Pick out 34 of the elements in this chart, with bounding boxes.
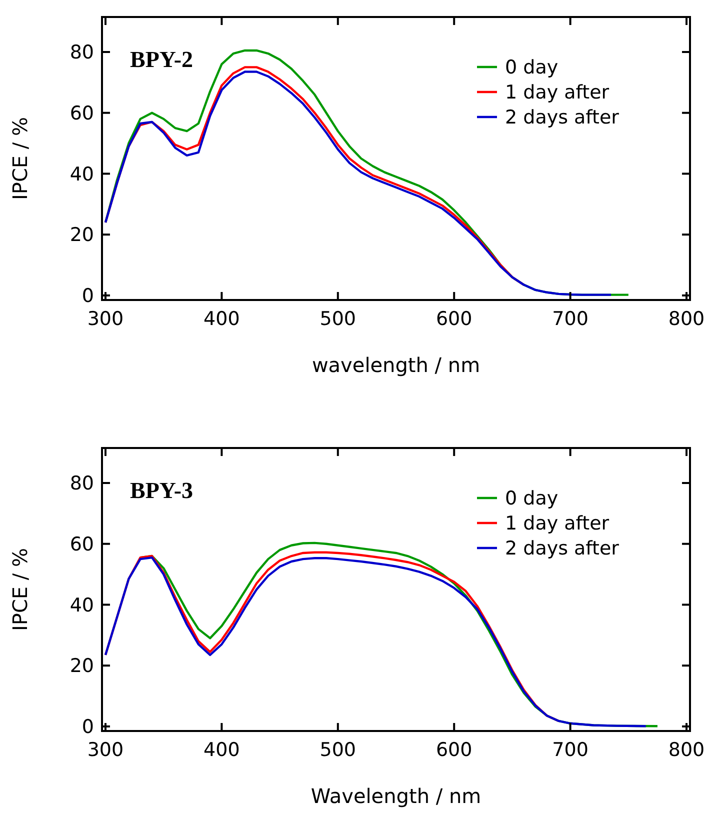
x-tick-label: 500 — [320, 739, 356, 761]
legend-label: 0 day — [505, 488, 558, 510]
x-tick-label: 700 — [552, 739, 588, 761]
legend-label: 2 days after — [505, 106, 620, 129]
y-tick-label: 20 — [70, 655, 94, 678]
y-tick-label: 0 — [82, 285, 94, 308]
x-axis-title: Wavelength / nm — [310, 784, 482, 808]
legend-label: 1 day after — [505, 82, 610, 104]
y-axis-title: IPCE / % — [8, 116, 32, 200]
x-tick-label: 400 — [204, 308, 240, 330]
y-tick-label: 60 — [70, 102, 94, 125]
x-tick-label: 300 — [87, 739, 124, 761]
y-tick-label: 60 — [70, 534, 94, 556]
x-tick-label: 600 — [436, 739, 472, 761]
x-tick-label: 300 — [87, 308, 124, 330]
x-tick-label: 400 — [204, 739, 240, 761]
y-tick-label: 40 — [70, 163, 94, 186]
y-tick-label: 80 — [70, 42, 94, 64]
legend-label: 0 day — [505, 56, 558, 79]
x-tick-label: 700 — [552, 308, 588, 330]
x-tick-label: 600 — [436, 308, 472, 330]
y-tick-label: 80 — [70, 472, 94, 495]
y-tick-label: 40 — [70, 594, 94, 616]
y-tick-label: 20 — [70, 224, 94, 246]
legend-label: 2 days after — [505, 538, 620, 560]
text: BPY-3 — [130, 478, 194, 503]
x-tick-label: 800 — [668, 739, 705, 761]
text: BPY-2 — [130, 47, 194, 72]
x-axis-title: wavelength / nm — [312, 353, 480, 377]
x-tick-label: 800 — [668, 308, 705, 330]
legend-label: 1 day after — [505, 512, 610, 535]
y-tick-label: 0 — [82, 716, 94, 738]
y-axis-title: IPCE / % — [8, 548, 32, 632]
x-tick-label: 500 — [320, 308, 356, 330]
